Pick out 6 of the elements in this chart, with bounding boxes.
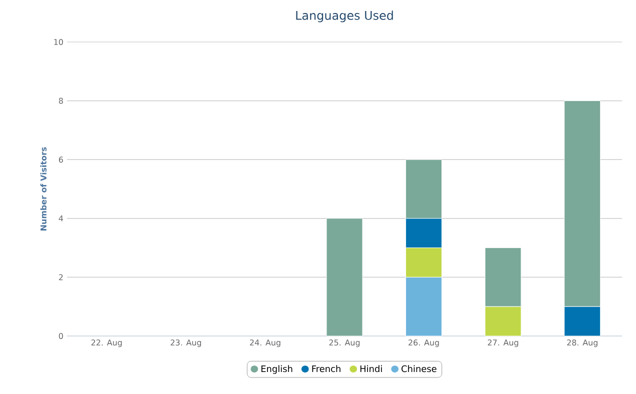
legend-label: English: [261, 365, 292, 374]
bar: [326, 218, 363, 336]
chart-title: Languages Used: [296, 10, 393, 22]
legend-label: French: [312, 365, 340, 372]
legend-label: Chinese: [402, 365, 436, 372]
legend-label: Hindi: [360, 365, 382, 372]
